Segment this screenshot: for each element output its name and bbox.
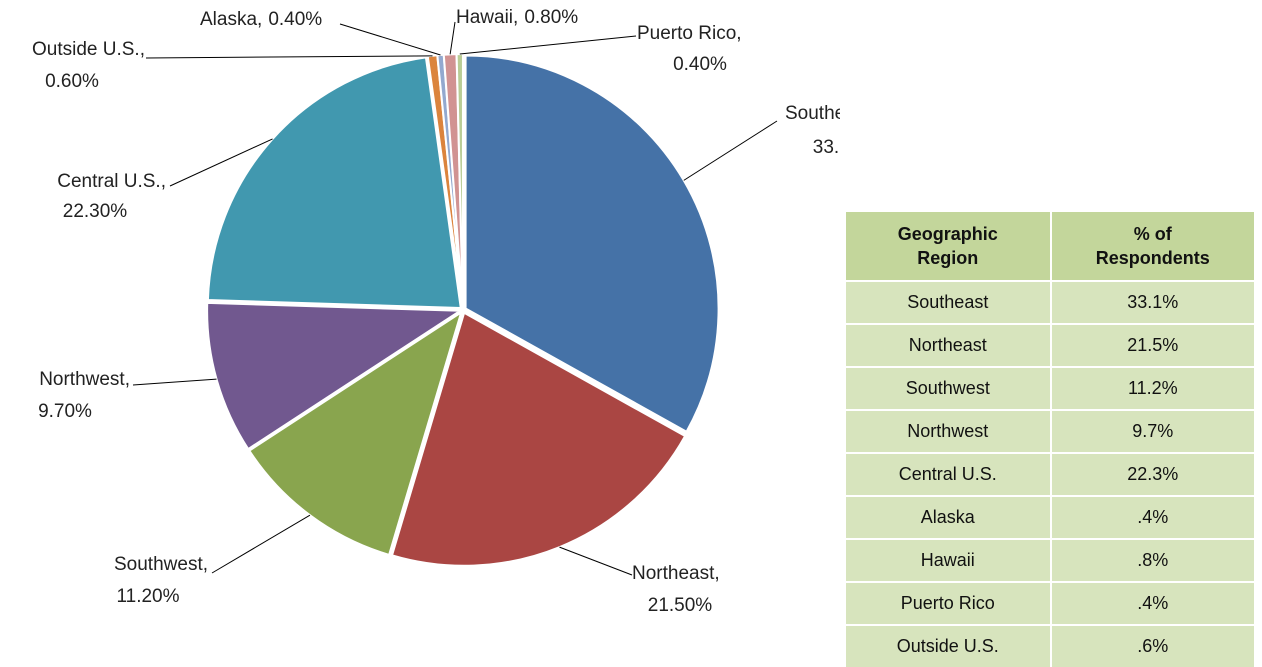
leader-line xyxy=(559,546,633,576)
leader-line xyxy=(169,138,273,187)
table-row: Hawaii .8% xyxy=(844,538,1257,583)
label-name: Hawaii, xyxy=(456,7,518,28)
leader-line xyxy=(683,120,778,181)
label-name: Southwest, xyxy=(114,554,208,575)
table-row: Southeast 33.1% xyxy=(844,280,1257,325)
label-name: Alaska, xyxy=(200,9,262,30)
table-row: Northeast 21.5% xyxy=(844,323,1257,368)
pie-slice xyxy=(247,310,463,557)
label-value: 0.40% xyxy=(673,54,727,75)
table-body: Southeast 33.1% Northeast 21.5% Southwest 11.… xyxy=(844,280,1257,667)
label-value: 22.30% xyxy=(63,201,128,222)
label-value: 33.10% xyxy=(813,137,840,158)
pie-slice xyxy=(464,54,720,434)
label-value: 11.20% xyxy=(116,586,179,607)
label-name: Puerto Rico, xyxy=(637,23,742,44)
leader-line xyxy=(459,35,637,55)
pie-slice xyxy=(206,56,462,310)
header-cell: % of Respondents xyxy=(1049,210,1257,282)
leader-line xyxy=(339,23,441,56)
label-name: Central U.S., xyxy=(57,171,166,192)
table-cell: Northwest xyxy=(844,409,1052,454)
table-cell: Southeast xyxy=(844,280,1052,325)
table-row: Central U.S. 22.3% xyxy=(844,452,1257,497)
leader-line xyxy=(132,378,217,386)
label-name: Northeast, xyxy=(632,563,720,584)
data-table: Geographic Region % of Respondents South… xyxy=(844,210,1257,667)
label-value: 21.50% xyxy=(648,595,713,616)
label-value: 0.60% xyxy=(45,71,99,92)
table-cell: .6% xyxy=(1049,624,1257,667)
table-row: Northwest 9.7% xyxy=(844,409,1257,454)
leader-line xyxy=(211,514,311,574)
table-header: Geographic Region % of Respondents xyxy=(844,210,1257,282)
table-cell: 21.5% xyxy=(1049,323,1257,368)
table-cell: 9.7% xyxy=(1049,409,1257,454)
data-label: Hawaii, 0.80% xyxy=(456,7,578,28)
table-cell: .8% xyxy=(1049,538,1257,583)
data-label: Alaska, 0.40% xyxy=(200,9,322,30)
label-value: 9.70% xyxy=(38,401,92,422)
label-value: 0.80% xyxy=(524,7,578,28)
table-cell: Puerto Rico xyxy=(844,581,1052,626)
table-row: Puerto Rico .4% xyxy=(844,581,1257,626)
label-value: 0.40% xyxy=(268,9,322,30)
table-cell: .4% xyxy=(1049,495,1257,540)
leader-line xyxy=(449,21,456,55)
table-cell: Hawaii xyxy=(844,538,1052,583)
table-cell: Northeast xyxy=(844,323,1052,368)
label-name: Northwest, xyxy=(39,369,130,390)
chart: Southeast, 33.10% Northeast, 21.50% Southwes… xyxy=(32,7,840,616)
leader-line xyxy=(145,55,433,59)
table-cell: 33.1% xyxy=(1049,280,1257,325)
table-cell: .4% xyxy=(1049,581,1257,626)
label-name: Outside U.S., xyxy=(32,39,145,60)
table-cell: Central U.S. xyxy=(844,452,1052,497)
table-cell: Outside U.S. xyxy=(844,624,1052,667)
table-cell: Southwest xyxy=(844,366,1052,411)
table-cell: Alaska xyxy=(844,495,1052,540)
table-row: Southwest 11.2% xyxy=(844,366,1257,411)
table-cell: 22.3% xyxy=(1049,452,1257,497)
table-row: Alaska .4% xyxy=(844,495,1257,540)
table-row: Outside U.S. .6% xyxy=(844,624,1257,667)
table-cell: 11.2% xyxy=(1049,366,1257,411)
label-name: Southeast, xyxy=(785,103,840,124)
header-cell: Geographic Region xyxy=(844,210,1052,282)
